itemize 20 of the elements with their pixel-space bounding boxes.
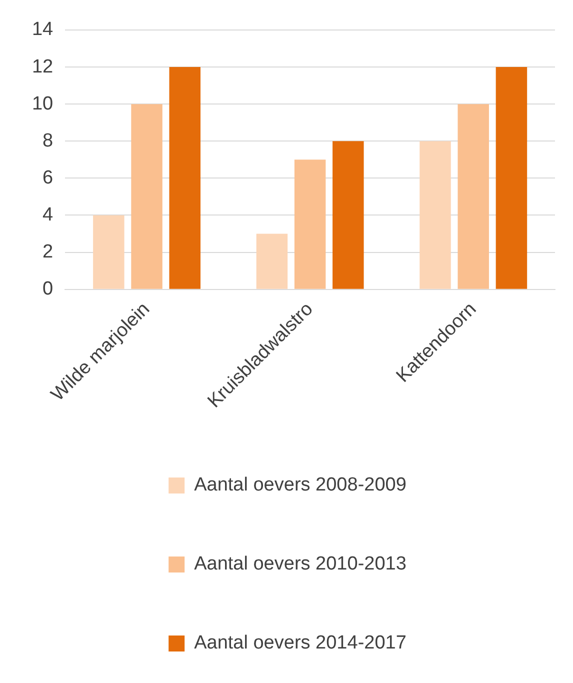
y-tick-label: 10: [32, 93, 54, 114]
bar: [93, 215, 124, 289]
bar: [332, 141, 364, 289]
y-tick-label: 4: [42, 204, 54, 226]
bar: [256, 234, 288, 289]
bar: [420, 141, 451, 289]
legend-label: Aantal oevers 2008-2009: [194, 474, 406, 496]
y-tick-label: 2: [42, 242, 54, 263]
y-tick-label: 6: [42, 167, 54, 188]
bar: [131, 104, 162, 289]
y-tick-label: 12: [32, 56, 54, 78]
legend-label: Aantal oevers 2010-2013: [194, 554, 406, 575]
bar: [458, 104, 489, 289]
legend-label: Aantal oevers 2014-2017: [194, 632, 406, 654]
bar: [294, 160, 326, 289]
bar: [169, 67, 200, 289]
y-tick-label: 14: [32, 19, 54, 40]
bar: [496, 67, 528, 289]
y-tick-label: 8: [42, 130, 54, 152]
y-tick-label: 0: [42, 278, 54, 300]
